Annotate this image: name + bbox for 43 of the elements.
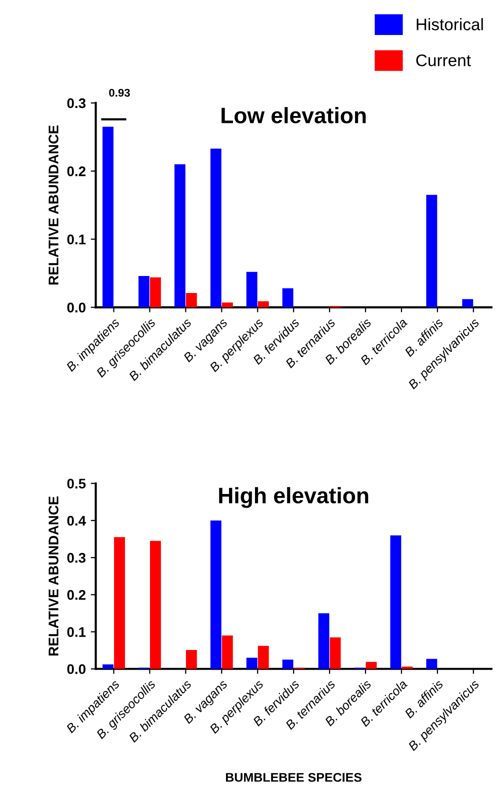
bar [186, 650, 197, 669]
y-tick-label: 0.1 [67, 627, 86, 637]
text: 0.93 [109, 88, 130, 97]
y-tick-label: 0.3 [67, 552, 86, 563]
y-tick-label: 0.4 [67, 516, 86, 526]
bar [246, 658, 258, 669]
bar [390, 535, 402, 669]
bar [174, 164, 186, 308]
legend-label: Historical [416, 18, 483, 30]
y-tick-label: 0.0 [67, 664, 86, 674]
bar [258, 301, 269, 308]
bar [330, 637, 341, 669]
chart-title: High elevation [219, 487, 368, 508]
chart-title: Low elevation [222, 107, 366, 124]
bar [114, 537, 125, 669]
y-axis-title: RELATIVE ABUNDANCE [48, 125, 58, 284]
y-axis-title: RELATIVE ABUNDANCE [48, 496, 58, 656]
y-tick-label: 0.0 [67, 302, 86, 312]
bar [222, 635, 233, 669]
x-axis-title: BUMBLEBEE SPECIES [226, 772, 362, 782]
y-tick-label: 0.1 [67, 234, 86, 244]
bar [246, 272, 258, 308]
bar [462, 299, 474, 308]
bar [138, 276, 150, 308]
bar [426, 194, 438, 308]
bar [210, 148, 222, 308]
y-tick-label: 0.2 [67, 166, 86, 176]
y-tick-label: 0.2 [67, 590, 86, 600]
bar [210, 520, 222, 669]
bar [186, 293, 197, 308]
bar [150, 277, 161, 308]
bar [426, 658, 438, 669]
bar [102, 664, 114, 669]
bar [222, 302, 233, 308]
bar [282, 288, 294, 308]
bar [102, 126, 114, 308]
y-tick-label: 0.5 [67, 478, 86, 489]
bar [150, 540, 161, 669]
y-tick-label: 0.3 [67, 98, 86, 108]
bar [258, 646, 269, 669]
bar [318, 613, 330, 669]
bar [282, 660, 294, 669]
legend-label: Current [416, 54, 471, 66]
